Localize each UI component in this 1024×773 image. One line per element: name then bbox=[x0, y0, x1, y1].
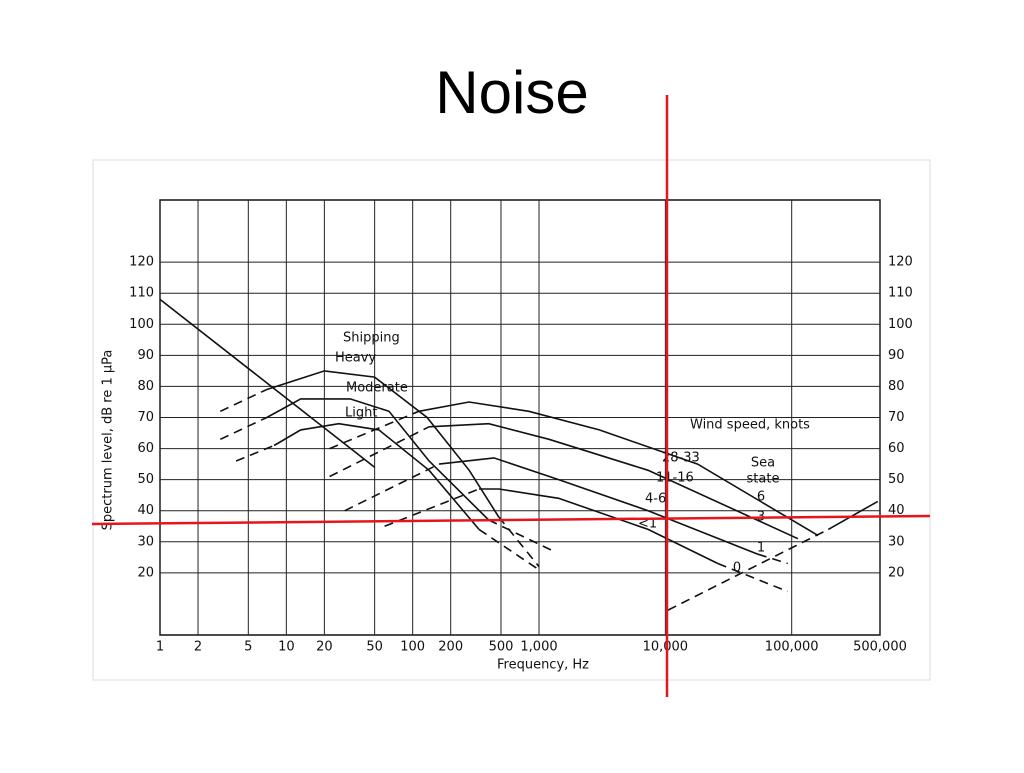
annotation: Shipping bbox=[343, 331, 400, 346]
y-tick-label-right: 20 bbox=[888, 565, 905, 580]
y-tick-label-right: 120 bbox=[888, 255, 913, 270]
curve-label: Light bbox=[345, 406, 377, 421]
y-tick-label: 20 bbox=[137, 565, 154, 580]
noise-curve bbox=[827, 500, 879, 531]
y-tick-label-right: 60 bbox=[888, 441, 905, 456]
y-tick-label-right: 30 bbox=[888, 534, 905, 549]
y-tick-label: 120 bbox=[129, 255, 154, 270]
noise-curve bbox=[329, 426, 430, 478]
noise-curve bbox=[498, 516, 540, 568]
y-tick-label: 60 bbox=[137, 441, 154, 456]
annotation: 1 bbox=[757, 541, 765, 556]
noise-curve bbox=[478, 528, 540, 571]
y-tick-label-right: 70 bbox=[888, 410, 905, 425]
noise-curve bbox=[329, 410, 420, 450]
y-axis-label: Spectrum level, dB re 1 μPa bbox=[101, 350, 116, 531]
noise-curve bbox=[418, 401, 819, 537]
y-tick-label-right: 40 bbox=[888, 503, 905, 518]
curve-label: Moderate bbox=[346, 381, 408, 396]
x-tick-label: 100 bbox=[400, 640, 425, 655]
y-tick-label-right: 80 bbox=[888, 379, 905, 394]
y-tick-label: 80 bbox=[137, 379, 154, 394]
y-tick-label: 90 bbox=[137, 348, 154, 363]
x-tick-label: 5 bbox=[244, 640, 252, 655]
y-tick-label: 50 bbox=[137, 472, 154, 487]
noise-curve bbox=[235, 444, 275, 462]
chart-image bbox=[92, 159, 931, 681]
y-tick-label: 30 bbox=[137, 534, 154, 549]
curve-label: 11-16 bbox=[656, 471, 694, 486]
slide-title: Noise bbox=[435, 59, 588, 126]
curve-label: 4-6 bbox=[645, 492, 666, 507]
noise-curve bbox=[344, 463, 440, 512]
noise-curve bbox=[159, 298, 376, 468]
noise-curve bbox=[757, 553, 788, 565]
annotation: 6 bbox=[757, 490, 765, 505]
x-tick-label: 100,000 bbox=[765, 640, 819, 655]
y-tick-label: 70 bbox=[137, 410, 154, 425]
noise-curve bbox=[429, 422, 799, 540]
noise-curve bbox=[488, 519, 554, 552]
noise-curve bbox=[266, 398, 490, 521]
x-axis-label: Frequency, Hz bbox=[497, 658, 589, 673]
y-tick-label-right: 110 bbox=[888, 286, 913, 301]
noise-curve bbox=[439, 457, 759, 555]
noise-curve bbox=[219, 388, 268, 413]
x-tick-label: 50 bbox=[366, 640, 383, 655]
curve-label: Heavy bbox=[335, 351, 376, 366]
y-tick-label: 100 bbox=[129, 317, 154, 332]
x-tick-label: 200 bbox=[438, 640, 463, 655]
y-tick-label: 110 bbox=[129, 286, 154, 301]
x-tick-label: 10,000 bbox=[643, 640, 689, 655]
noise-curve bbox=[219, 416, 268, 441]
annotation: state bbox=[747, 472, 780, 487]
x-tick-label: 1,000 bbox=[520, 640, 557, 655]
x-tick-label: 500,000 bbox=[853, 640, 907, 655]
noise-curve bbox=[273, 422, 480, 530]
x-tick-label: 500 bbox=[489, 640, 514, 655]
x-tick-label: 10 bbox=[278, 640, 295, 655]
annotation: Wind speed, knots bbox=[690, 418, 810, 433]
y-tick-label-right: 50 bbox=[888, 472, 905, 487]
curve-label: 28-33 bbox=[662, 451, 700, 466]
noise-curve bbox=[266, 370, 500, 518]
annotation: Sea bbox=[751, 456, 775, 471]
y-tick-label: 40 bbox=[137, 503, 154, 518]
noise-curve bbox=[717, 562, 788, 593]
curve-label: <1 bbox=[638, 517, 657, 532]
x-tick-label: 1 bbox=[156, 640, 164, 655]
annotation: 0 bbox=[733, 561, 741, 576]
x-tick-label: 2 bbox=[194, 640, 202, 655]
y-tick-label-right: 90 bbox=[888, 348, 905, 363]
noise-curve bbox=[479, 488, 719, 565]
red-horizontal-marker bbox=[91, 514, 931, 526]
x-tick-label: 20 bbox=[316, 640, 333, 655]
y-tick-label-right: 100 bbox=[888, 317, 913, 332]
